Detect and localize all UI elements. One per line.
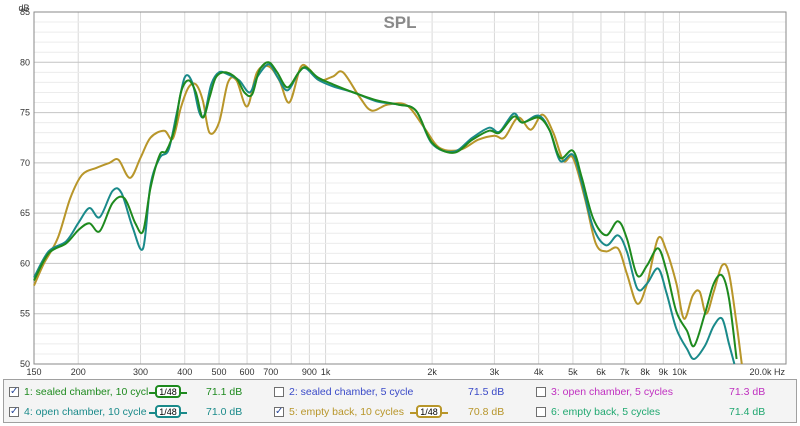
x-tick-label: 600 [240,367,255,377]
y-axis-unit-label: dB [18,3,29,13]
x-tick-label: 8k [640,367,650,377]
x-tick-label: 7k [620,367,630,377]
legend-label-6: 6: empty back, 5 cycles [551,406,661,418]
x-tick-label: 4k [534,367,544,377]
x-tick-label: 20.0k Hz [749,367,785,377]
legend-item-2[interactable]: 2: sealed chamber, 5 cycle 71.5 dB [274,384,529,402]
legend-label-3: 3: open chamber, 5 cycles [551,386,673,398]
legend-checkbox-2[interactable] [274,387,284,397]
legend-checkbox-3[interactable] [536,387,546,397]
spl-chart: 50 55 60 65 70 75 80 85 150 200 300 400 500 600 700 900… [18,3,787,377]
series-line-5 [33,63,743,365]
legend-checkbox-1[interactable]: ✓ [9,386,19,397]
legend-label-5: 5: empty back, 10 cycles [289,406,404,418]
x-tick-label: 900 [302,367,317,377]
legend-label-2: 2: sealed chamber, 5 cycle [289,386,414,398]
legend-item-5[interactable]: ✓ 5: empty back, 10 cycles 1/48 70.8 dB [274,404,529,422]
legend-value-5: 70.8 dB [468,406,505,418]
x-tick-label: 5k [568,367,578,377]
y-tick-label: 50 [20,359,30,369]
chart-series [33,61,743,365]
x-tick-label: 150 [26,367,41,377]
smoothing-badge-5[interactable]: 1/48 [416,405,442,418]
legend-value-4: 71.0 dB [206,406,243,418]
smoothing-badge-1[interactable]: 1/48 [155,385,181,398]
legend-value-1: 71.1 dB [206,386,243,398]
legend-value-3: 71.3 dB [729,386,766,398]
smoothing-badge-4[interactable]: 1/48 [155,405,181,418]
legend-checkbox-4[interactable]: ✓ [9,406,19,417]
x-tick-label: 3k [490,367,500,377]
y-tick-label: 80 [20,57,30,67]
legend-label-1: 1: sealed chamber, 10 cycl [24,386,149,398]
legend-item-6[interactable]: 6: empty back, 5 cycles 71.4 dB [536,404,791,422]
series-line-4 [33,63,736,365]
y-tick-label: 65 [20,208,30,218]
y-tick-label: 75 [20,108,30,118]
legend-item-1[interactable]: ✓ 1: sealed chamber, 10 cycl 1/48 71.1 d… [9,384,264,402]
chart-title: SPL [383,13,416,32]
legend-panel: ✓ 1: sealed chamber, 10 cycl 1/48 71.1 d… [3,379,797,423]
x-tick-label: 9k [659,367,669,377]
legend-label-4: 4: open chamber, 10 cycle [24,406,147,418]
y-tick-label: 70 [20,158,30,168]
x-tick-label: 1k [321,367,331,377]
plot-frame [33,11,787,365]
x-tick-label: 2k [427,367,437,377]
x-tick-label: 200 [71,367,86,377]
x-tick-label: 700 [263,367,278,377]
x-tick-label: 400 [177,367,192,377]
legend-item-4[interactable]: ✓ 4: open chamber, 10 cycle 1/48 71.0 dB [9,404,264,422]
legend-value-6: 71.4 dB [729,406,766,418]
x-tick-label: 6k [596,367,606,377]
x-tick-label: 500 [212,367,227,377]
x-tick-label: 300 [133,367,148,377]
y-tick-label: 85 [20,7,30,17]
chart-grid [34,11,787,365]
legend-item-3[interactable]: 3: open chamber, 5 cycles 71.3 dB [536,384,791,402]
axis-ticks: 50 55 60 65 70 75 80 85 150 200 300 400 500 600 700 900… [20,7,786,377]
legend-checkbox-5[interactable]: ✓ [274,406,284,417]
x-tick-label: 10k [672,367,687,377]
series-line-1 [33,61,738,360]
y-tick-label: 60 [20,258,30,268]
legend-checkbox-6[interactable] [536,407,546,417]
legend-value-2: 71.5 dB [468,386,505,398]
y-tick-label: 55 [20,309,30,319]
